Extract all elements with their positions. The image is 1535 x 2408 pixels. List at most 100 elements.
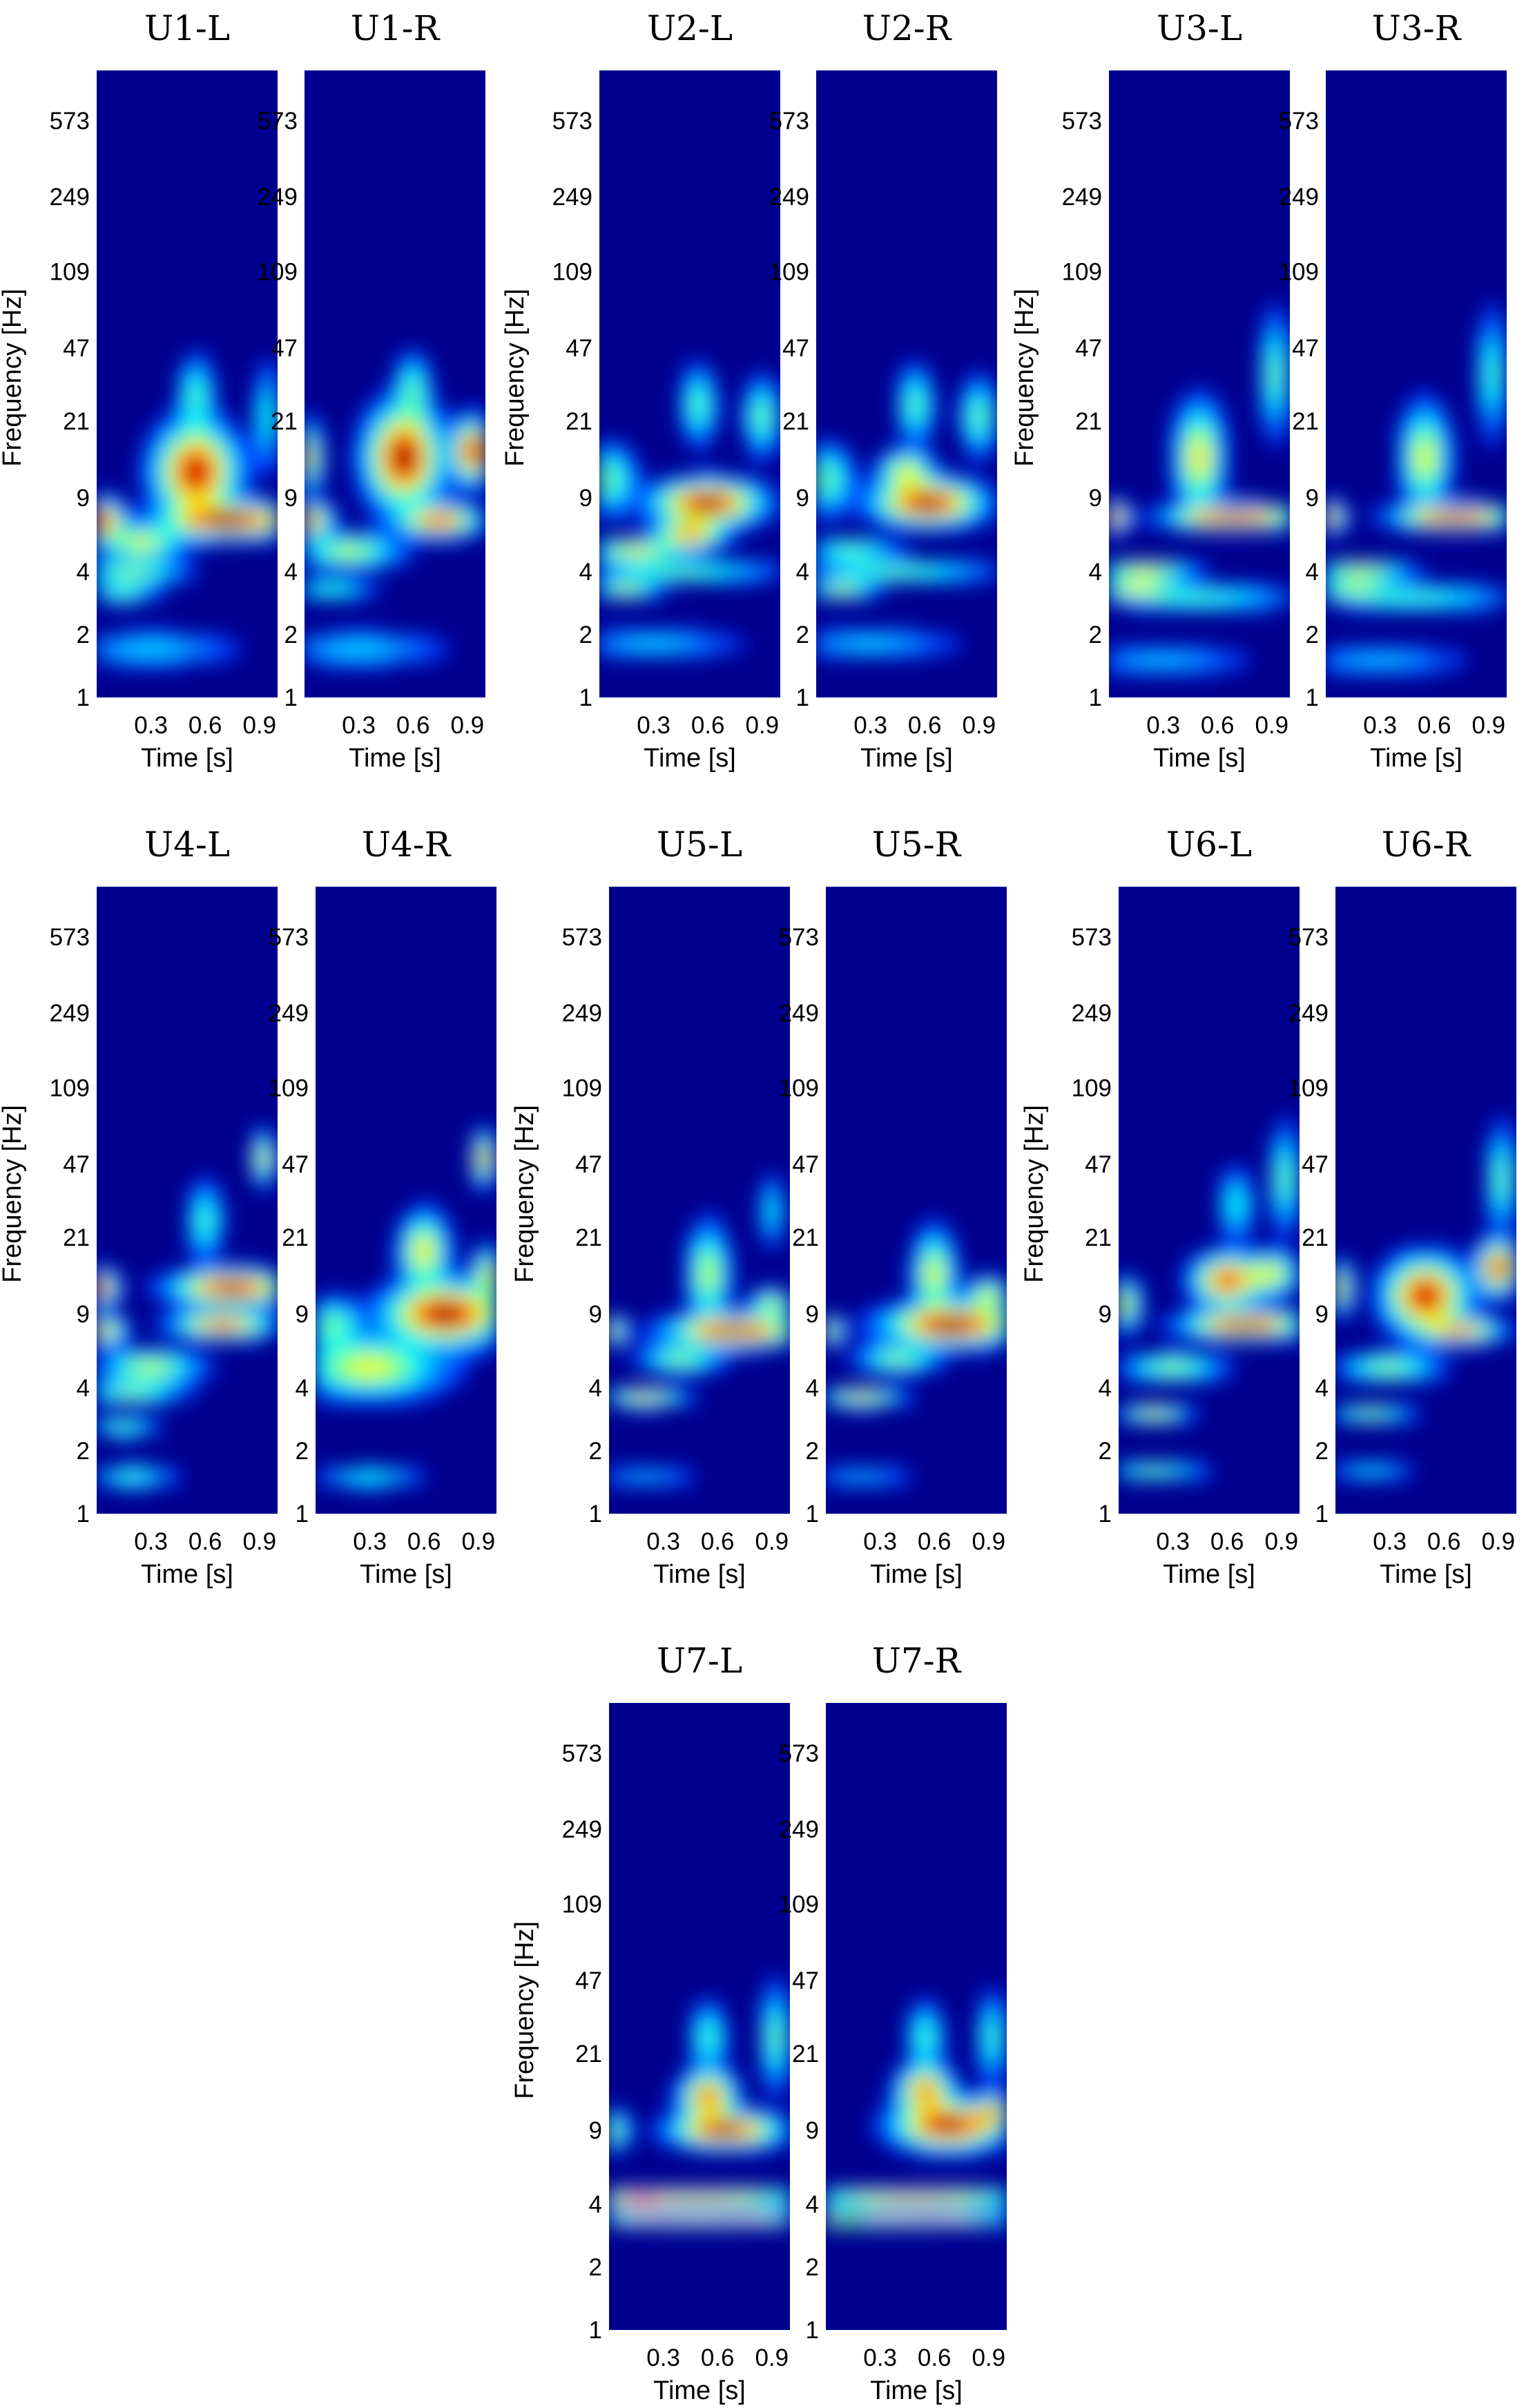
heatmap-cell (629, 588, 635, 595)
heatmap-cell (162, 577, 168, 584)
heatmap-cell (116, 651, 122, 658)
heatmap-cell (684, 366, 691, 373)
heatmap-cell (981, 378, 987, 385)
heatmap-cell (614, 571, 620, 579)
heatmap-cell (709, 480, 715, 488)
heatmap-cell (142, 526, 148, 533)
heatmap-cell (197, 349, 203, 356)
heatmap-cell (319, 560, 325, 567)
heatmap-cell (1113, 583, 1120, 590)
heatmap-cell (1274, 395, 1280, 402)
heatmap-cell (764, 383, 771, 390)
heatmap-cell (1119, 600, 1125, 607)
heatmap-cell (202, 657, 208, 664)
heatmap-cell (474, 520, 481, 527)
heatmap-cell (121, 594, 128, 601)
heatmap-cell (769, 503, 776, 510)
heatmap-cell (1199, 486, 1205, 493)
heatmap-cell (709, 503, 715, 510)
heatmap-cell (1154, 577, 1160, 584)
heatmap-cell (956, 503, 963, 510)
heatmap-cell (840, 492, 847, 499)
heatmap-cell (197, 372, 203, 379)
heatmap-cell (399, 378, 406, 385)
heatmap-cell (419, 378, 426, 385)
heatmap-cell (906, 566, 912, 572)
heatmap-cell (166, 434, 173, 442)
heatmap-cell (644, 639, 650, 647)
heatmap-cell (394, 378, 400, 385)
heatmap-cell (1269, 383, 1275, 390)
heatmap-cell (709, 651, 715, 658)
heatmap-cell (614, 514, 620, 521)
heatmap-cell (1284, 360, 1290, 367)
heatmap-cell (851, 628, 857, 635)
heatmap-cell (664, 509, 670, 516)
heatmap-cell (826, 474, 832, 481)
heatmap-cell (379, 463, 385, 470)
heatmap-cell (1174, 509, 1180, 516)
heatmap-cell (146, 434, 153, 442)
heatmap-cell (272, 378, 278, 385)
heatmap-cell (820, 583, 827, 590)
y-tick-label: 249 (258, 184, 298, 211)
heatmap-cell (166, 537, 173, 544)
heatmap-cell (470, 429, 476, 436)
heatmap-cell (911, 474, 918, 481)
heatmap-cell (961, 497, 967, 504)
heatmap-cell (272, 406, 278, 413)
heatmap-cell (755, 492, 761, 499)
heatmap-cell (972, 452, 978, 459)
heatmap-cell (369, 418, 376, 425)
heatmap-cell (116, 594, 122, 601)
heatmap-cell (769, 406, 776, 413)
heatmap-cell (840, 480, 847, 488)
heatmap-cell (886, 452, 892, 459)
heatmap-cell (604, 548, 610, 556)
heatmap-cell (891, 543, 897, 550)
heatmap-cell (272, 446, 278, 453)
heatmap-cell (191, 378, 198, 385)
heatmap-cell (389, 560, 396, 567)
heatmap-cell (976, 446, 983, 453)
heatmap-cell (429, 514, 436, 521)
heatmap-cell (604, 514, 610, 521)
heatmap-cell (1279, 349, 1286, 356)
heatmap-cell (911, 395, 918, 402)
heatmap-cell (354, 555, 360, 561)
heatmap-cell (454, 434, 461, 442)
heatmap-cell (896, 514, 902, 521)
heatmap-cell (470, 463, 476, 470)
heatmap-cell (896, 395, 902, 402)
heatmap-cell (1269, 366, 1275, 373)
heatmap-cell (329, 503, 336, 510)
heatmap-cell (881, 514, 887, 521)
heatmap-cell (359, 429, 365, 436)
heatmap-cell (1188, 429, 1195, 436)
heatmap-cell (921, 497, 927, 504)
heatmap-cell (182, 457, 188, 465)
heatmap-cell (981, 441, 987, 447)
heatmap-cell (604, 457, 610, 465)
heatmap-cell (226, 646, 233, 653)
heatmap-cell (176, 492, 183, 499)
heatmap-cell (176, 389, 183, 396)
heatmap-cell (474, 441, 481, 447)
heatmap-cell (644, 537, 650, 544)
heatmap-cell (399, 520, 406, 527)
heatmap-cell (760, 457, 766, 465)
y-tick-label: 249 (769, 184, 809, 211)
heatmap-cell (1194, 600, 1200, 607)
heatmap-cell (409, 366, 416, 373)
heatmap-cell (952, 480, 958, 488)
heatmap-cell (992, 434, 997, 442)
heatmap-cell (729, 571, 735, 579)
heatmap-cell (1269, 600, 1275, 607)
heatmap-cell (344, 639, 350, 647)
heatmap-cell (851, 486, 857, 493)
heatmap-cell (1274, 412, 1280, 419)
heatmap-cell (1224, 588, 1230, 595)
heatmap-cell (679, 543, 686, 550)
heatmap-cell (1204, 389, 1210, 396)
heatmap-cell (1128, 606, 1135, 613)
